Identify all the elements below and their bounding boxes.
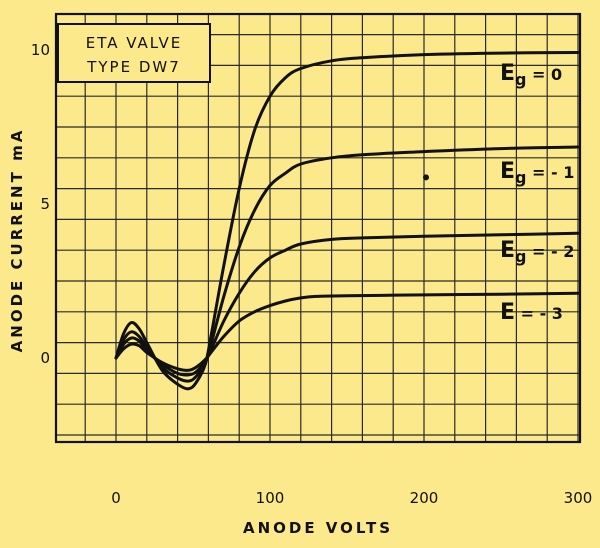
- series-line-2: [114, 145, 580, 383]
- plot-frame: [54, 12, 582, 444]
- series-label-2: Eg = - 1: [500, 159, 574, 187]
- title-box-frame: [57, 23, 211, 83]
- stray-dot-marker: [423, 174, 429, 181]
- x-tick-label: 100: [256, 489, 285, 507]
- y-axis-label: ANODE CURRENT mA: [8, 128, 26, 353]
- grid: [56, 14, 580, 442]
- x-tick-label: 300: [564, 489, 593, 507]
- series-labels: Eg = 0 Eg = - 1 Eg = - 2 E = - 3: [500, 61, 574, 325]
- title-box: ETA VALVE TYPE DW7: [57, 23, 211, 83]
- y-tick-label: 0: [40, 349, 50, 367]
- title-line-2: TYPE DW7: [86, 58, 181, 76]
- x-tick-label: 0: [111, 489, 121, 507]
- series-line-3: [114, 231, 580, 377]
- series-lines: [114, 51, 580, 391]
- series-label-1: Eg = 0: [500, 61, 562, 89]
- series-line-1: [114, 51, 580, 391]
- series-line-4: [114, 291, 580, 372]
- title-line-1: ETA VALVE: [86, 34, 183, 52]
- x-tick-label: 200: [410, 489, 439, 507]
- x-axis-label: ANODE VOLTS: [243, 519, 393, 537]
- series-label-3: Eg = - 2: [500, 238, 574, 266]
- tick-labels: 0 100 200 300 0 5 10: [31, 41, 592, 507]
- y-tick-label: 5: [40, 195, 50, 213]
- series-label-4: E = - 3: [500, 300, 563, 325]
- y-tick-label: 10: [31, 41, 50, 59]
